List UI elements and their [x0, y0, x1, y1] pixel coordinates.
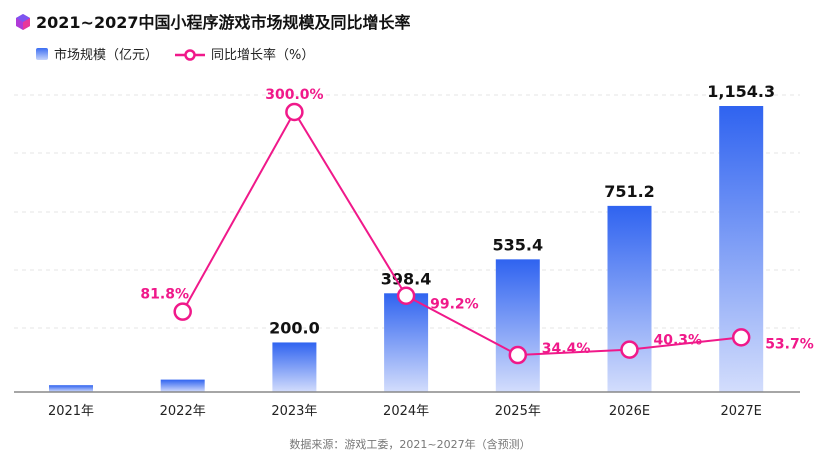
bar: [160, 379, 205, 392]
growth-point: [620, 340, 639, 359]
legend-bar-label: 市场规模（亿元）: [54, 48, 159, 63]
growth-point: [731, 328, 751, 347]
bar-value-label: 1,154.3: [707, 82, 775, 101]
source-note: 数据来源：游戏工委，2021~2027年（含预测）: [289, 438, 531, 451]
legend-item-line: 同比增长率（%）: [175, 44, 314, 63]
bar: [384, 293, 429, 392]
growth-value-label: 53.7%: [765, 336, 814, 352]
bar: [607, 205, 652, 392]
x-tick-label: 2027E: [721, 404, 762, 419]
x-tick-label: 2023年: [271, 404, 317, 419]
legend-line-swatch: [175, 49, 205, 61]
bar: [495, 259, 540, 392]
bar: [272, 342, 317, 392]
legend-bar-swatch: [36, 48, 48, 60]
growth-value-label: 99.2%: [430, 297, 479, 313]
growth-point: [396, 286, 416, 305]
growth-value-label: 40.3%: [654, 333, 703, 349]
legend-item-bar: 市场规模（亿元）: [36, 44, 158, 63]
bar-value-label: 751.2: [604, 182, 655, 201]
logo-icon: [16, 14, 30, 30]
growth-point: [285, 102, 304, 122]
x-tick-label: 2026E: [609, 404, 650, 419]
chart-title: 2021~2027中国小程序游戏市场规模及同比增长率: [36, 13, 411, 32]
x-tick-label: 2024年: [383, 404, 429, 419]
legend-line-label: 同比增长率（%）: [211, 48, 315, 63]
bar: [719, 106, 764, 392]
bar: [49, 385, 93, 392]
growth-value-label: 81.8%: [140, 287, 189, 303]
growth-line: [181, 110, 742, 357]
growth-point: [173, 302, 192, 321]
bar-value-label: 200.0: [269, 318, 320, 337]
x-tick-label: 2022年: [160, 404, 206, 419]
growth-value-label: 34.4%: [542, 341, 591, 357]
bar-value-label: 398.4: [381, 269, 432, 288]
growth-point: [508, 345, 528, 365]
x-tick-label: 2025年: [495, 404, 541, 419]
growth-value-label: 300.0%: [265, 87, 323, 103]
bar-value-label: 535.4: [492, 235, 543, 254]
x-tick-label: 2021年: [48, 404, 94, 419]
